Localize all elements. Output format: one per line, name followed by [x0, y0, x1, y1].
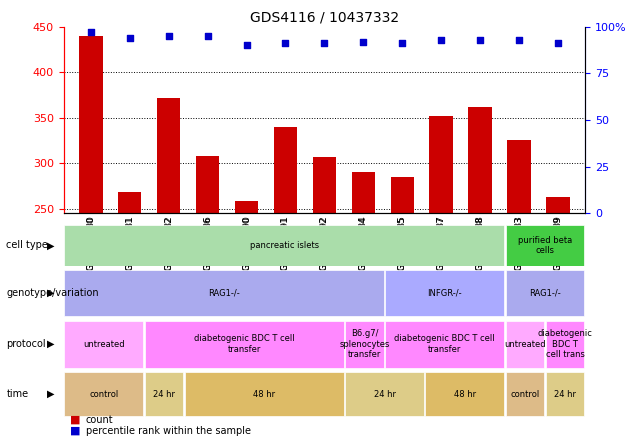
Text: 48 hr: 48 hr: [253, 389, 275, 399]
Text: ■: ■: [70, 415, 81, 424]
Bar: [352, 172, 375, 436]
Text: percentile rank within the sample: percentile rank within the sample: [86, 426, 251, 436]
Point: [280, 40, 291, 47]
FancyBboxPatch shape: [385, 270, 504, 317]
Text: INFGR-/-: INFGR-/-: [427, 289, 462, 297]
Text: ■: ■: [70, 426, 81, 436]
Point: [553, 40, 563, 47]
Point: [86, 29, 96, 36]
Text: diabetogenic BDC T cell
transfer: diabetogenic BDC T cell transfer: [394, 334, 495, 354]
Bar: [79, 36, 102, 436]
Text: GSM641886: GSM641886: [203, 215, 212, 270]
Point: [514, 36, 524, 43]
Text: untreated: untreated: [83, 340, 125, 349]
Bar: [118, 192, 141, 436]
Point: [163, 32, 174, 40]
FancyBboxPatch shape: [64, 321, 143, 368]
Text: GSM641884: GSM641884: [359, 215, 368, 270]
FancyBboxPatch shape: [506, 270, 584, 317]
Text: ▶: ▶: [46, 288, 54, 298]
Text: ▶: ▶: [46, 389, 54, 399]
Text: GSM641885: GSM641885: [398, 215, 406, 270]
Bar: [157, 98, 181, 436]
Bar: [196, 156, 219, 436]
FancyBboxPatch shape: [64, 270, 384, 317]
Bar: [391, 177, 414, 436]
Text: time: time: [6, 389, 29, 399]
Bar: [273, 127, 297, 436]
Bar: [508, 140, 530, 436]
Text: B6.g7/
splenocytes
transfer: B6.g7/ splenocytes transfer: [339, 329, 390, 359]
Text: purified beta
cells: purified beta cells: [518, 236, 572, 255]
FancyBboxPatch shape: [506, 225, 584, 266]
Text: control: control: [510, 389, 539, 399]
Text: GSM641882: GSM641882: [164, 215, 173, 270]
Text: GSM641888: GSM641888: [476, 215, 485, 270]
Point: [436, 36, 446, 43]
FancyBboxPatch shape: [425, 372, 504, 416]
Text: GSM641883: GSM641883: [515, 215, 523, 270]
Text: count: count: [86, 415, 113, 424]
Text: GSM641889: GSM641889: [553, 215, 562, 270]
FancyBboxPatch shape: [506, 372, 544, 416]
Point: [125, 34, 135, 41]
FancyBboxPatch shape: [385, 321, 504, 368]
FancyBboxPatch shape: [546, 372, 584, 416]
Text: 24 hr: 24 hr: [153, 389, 175, 399]
Text: GSM641880: GSM641880: [86, 215, 95, 270]
Point: [397, 40, 407, 47]
Point: [202, 32, 212, 40]
Text: RAG1-/-: RAG1-/-: [208, 289, 240, 297]
Bar: [546, 197, 570, 436]
Text: cell type: cell type: [6, 240, 48, 250]
FancyBboxPatch shape: [184, 372, 343, 416]
Text: 24 hr: 24 hr: [373, 389, 396, 399]
FancyBboxPatch shape: [506, 321, 544, 368]
FancyBboxPatch shape: [64, 372, 143, 416]
Text: pancreatic islets: pancreatic islets: [250, 241, 319, 250]
Text: GSM641892: GSM641892: [320, 215, 329, 270]
FancyBboxPatch shape: [345, 372, 424, 416]
Bar: [235, 201, 258, 436]
Point: [475, 36, 485, 43]
FancyBboxPatch shape: [64, 225, 504, 266]
FancyBboxPatch shape: [144, 321, 343, 368]
Text: genotype/variation: genotype/variation: [6, 288, 99, 298]
Bar: [468, 107, 492, 436]
Point: [358, 38, 368, 45]
Text: 24 hr: 24 hr: [554, 389, 576, 399]
Text: GSM641891: GSM641891: [281, 215, 290, 270]
Text: GSM641890: GSM641890: [242, 215, 251, 270]
Text: ▶: ▶: [46, 339, 54, 349]
Text: ▶: ▶: [46, 240, 54, 250]
Point: [319, 40, 329, 47]
Bar: [429, 116, 453, 436]
Text: protocol: protocol: [6, 339, 46, 349]
FancyBboxPatch shape: [144, 372, 183, 416]
Text: diabetogenic
BDC T
cell trans: diabetogenic BDC T cell trans: [537, 329, 593, 359]
Bar: [313, 157, 336, 436]
Text: 48 hr: 48 hr: [453, 389, 476, 399]
FancyBboxPatch shape: [546, 321, 584, 368]
Text: GSM641887: GSM641887: [437, 215, 446, 270]
Text: untreated: untreated: [504, 340, 546, 349]
FancyBboxPatch shape: [345, 321, 384, 368]
Point: [242, 42, 252, 49]
Text: diabetogenic BDC T cell
transfer: diabetogenic BDC T cell transfer: [194, 334, 294, 354]
Text: RAG1-/-: RAG1-/-: [529, 289, 561, 297]
Text: GSM641881: GSM641881: [125, 215, 134, 270]
Text: control: control: [89, 389, 118, 399]
Title: GDS4116 / 10437332: GDS4116 / 10437332: [250, 10, 399, 24]
